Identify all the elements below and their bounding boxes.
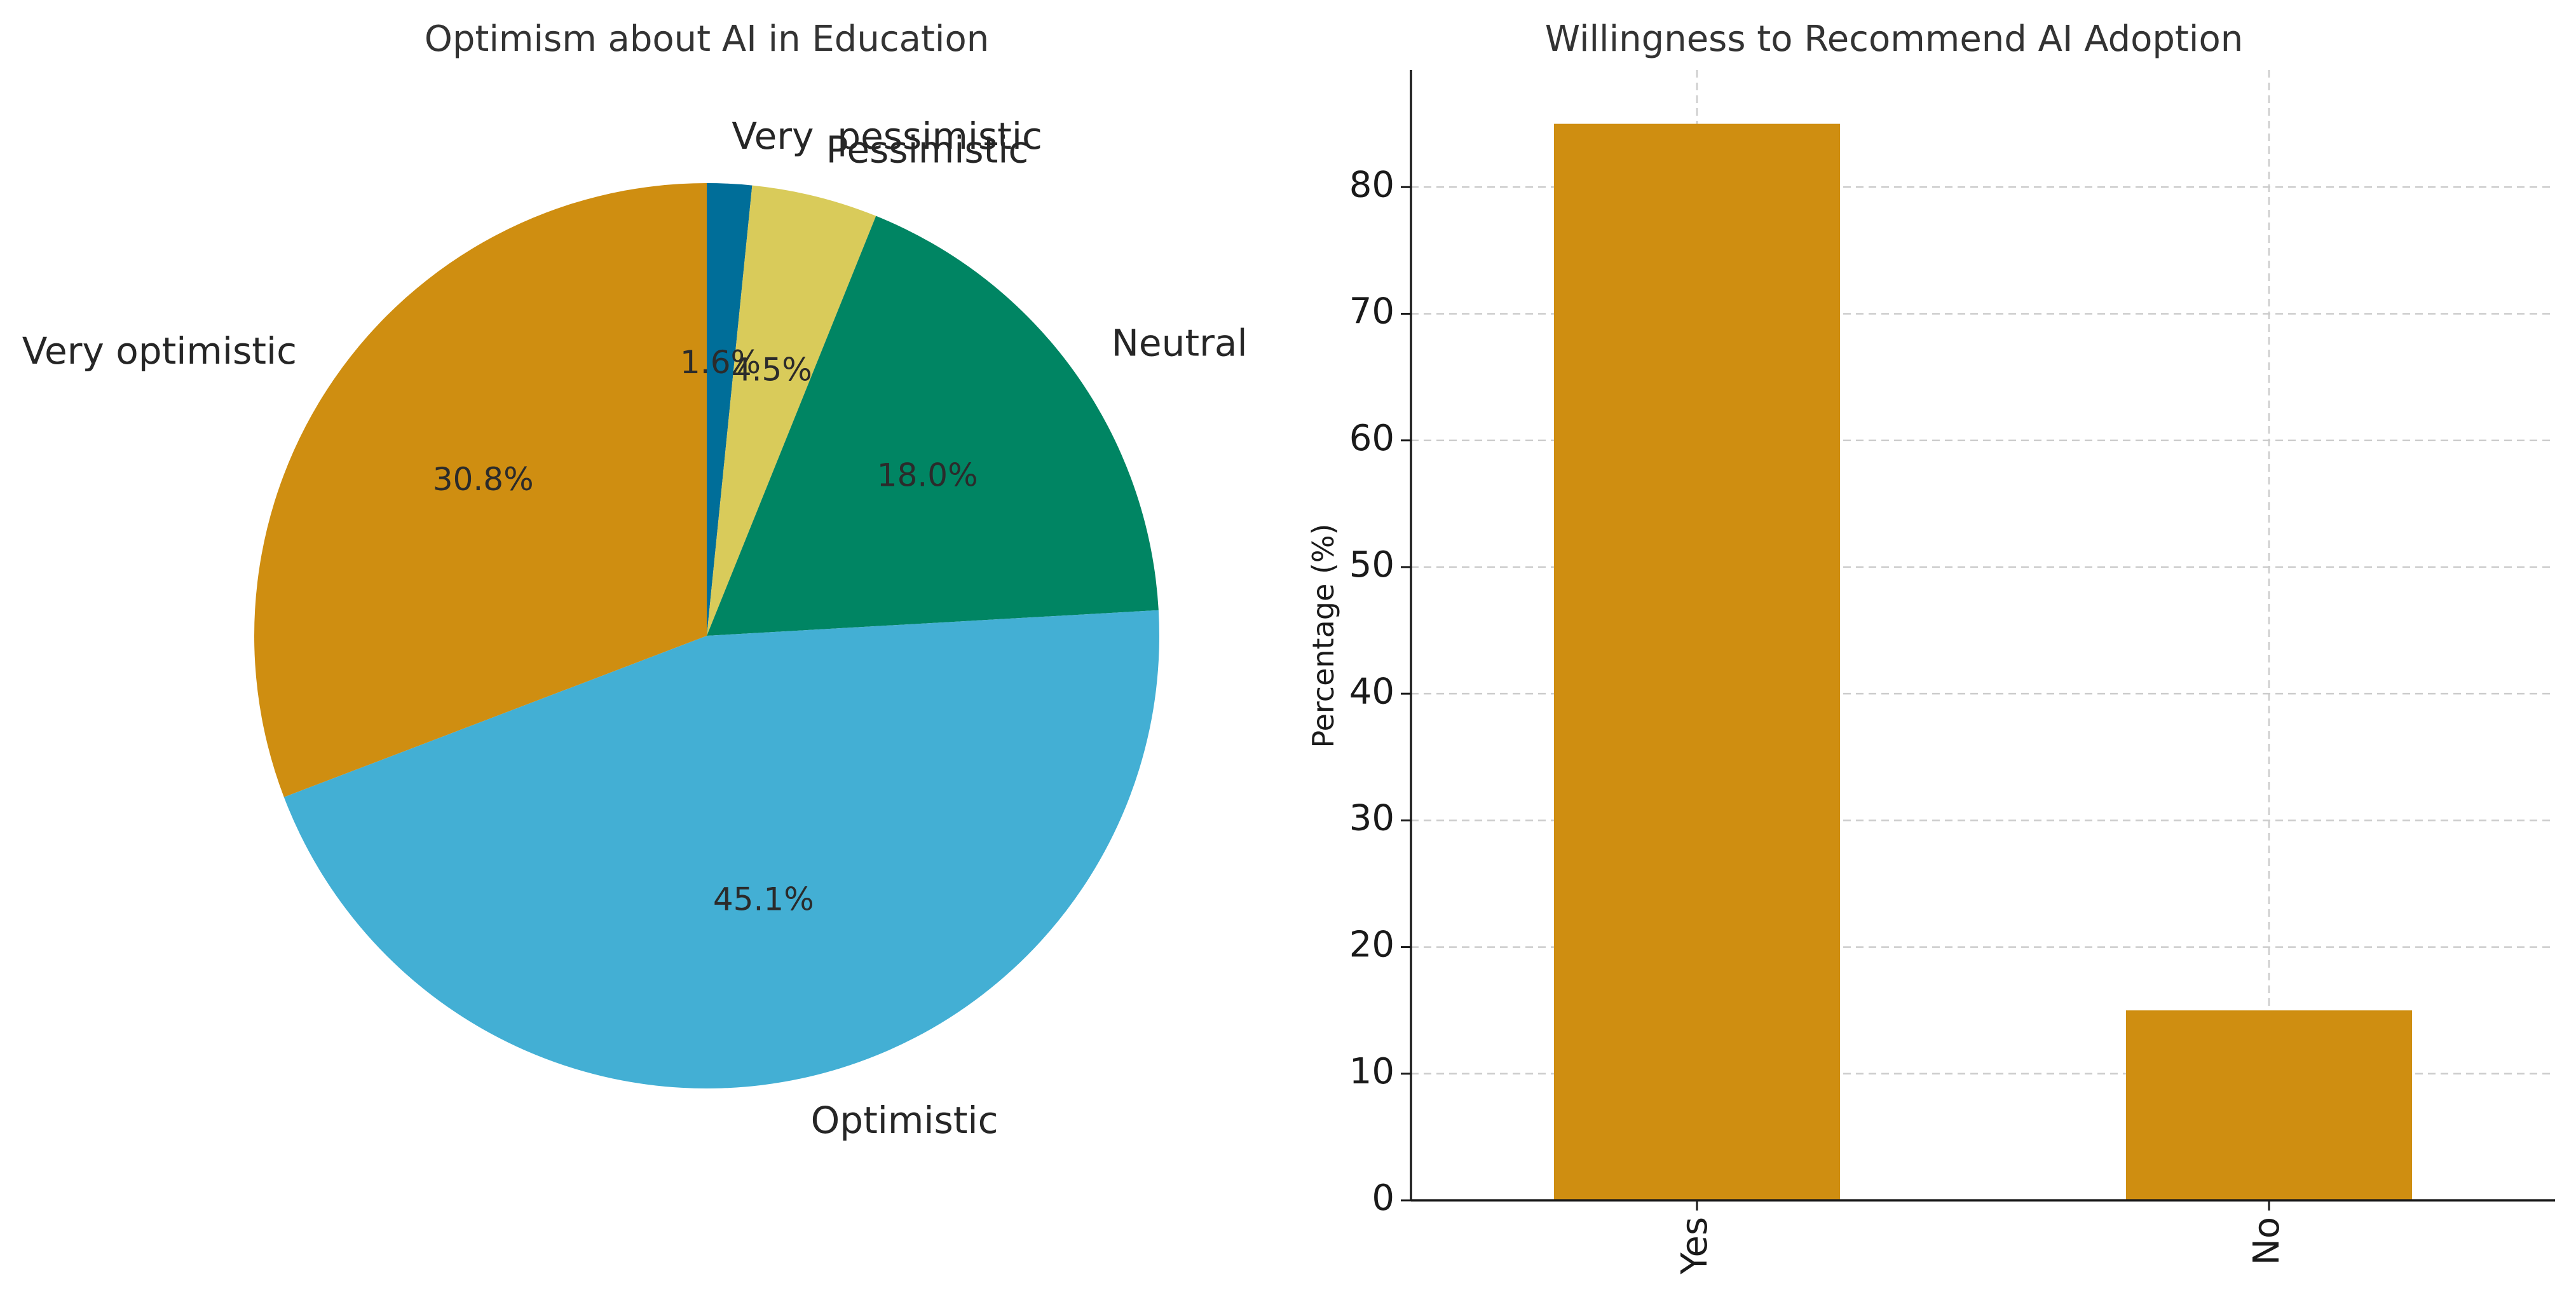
pie-pct-neutral: 18.0% (877, 457, 978, 494)
y-tick-label: 0 (1372, 1177, 1394, 1219)
pie-pct-optimistic: 45.1% (713, 881, 814, 917)
x-axis-ticks: Yes No (1674, 1200, 2287, 1275)
y-tick-label: 60 (1349, 418, 1394, 459)
y-tick-label: 10 (1349, 1051, 1394, 1092)
pie-slice-optimistic (283, 610, 1159, 1088)
x-tick-label-yes: Yes (1674, 1217, 1715, 1275)
pie-pct-pessimistic: 4.5% (732, 352, 812, 388)
pie-slice-very-optimistic (254, 183, 707, 797)
pie-slice-very-pessimistic (707, 183, 753, 636)
x-tick-label-no: No (2246, 1217, 2287, 1265)
bar-yes (1554, 123, 1840, 1201)
y-tick-label: 20 (1349, 924, 1394, 966)
pie-chart-title: Optimism about AI in Education (425, 18, 989, 60)
pie-label-pessimistic: Pessimistic (826, 128, 1029, 172)
y-tick-label: 70 (1349, 291, 1394, 333)
y-tick-label: 30 (1349, 797, 1394, 839)
y-axis-ticks: 0 10 20 30 40 50 60 70 80 (1349, 164, 1411, 1219)
bar-chart-bars (1554, 123, 2412, 1201)
y-tick-label: 50 (1349, 544, 1394, 586)
pie-slice-neutral (707, 216, 1159, 636)
pie-percentage-labels: 1.6%4.5% 18.0% 45.1% 30.8% (433, 344, 978, 918)
pie-pct-very-pessimistic: 1.6% (680, 344, 761, 381)
y-tick-label: 40 (1349, 671, 1394, 712)
pie-label-optimistic: Optimistic (811, 1099, 998, 1142)
bar-chart-title: Willingness to Recommend AI Adoption (1545, 18, 2243, 60)
y-axis-label: Percentage (%) (1306, 524, 1340, 748)
pie-slices (254, 183, 1159, 1088)
bar-no (2126, 1010, 2412, 1200)
pie-label-very-pessimistic: Very pessimistic (732, 114, 1042, 158)
y-tick-label: 80 (1349, 164, 1394, 205)
pie-label-very-optimistic: Very optimistic (22, 329, 297, 373)
pie-pct-very-optimistic: 30.8% (433, 461, 534, 498)
bar-chart-panel: Willingness to Recommend AI Adoption 0 10… (1306, 18, 2555, 1275)
pie-chart-panel: Optimism about AI in Education Very pess… (22, 18, 1248, 1142)
pie-slice-pessimistic (707, 185, 876, 636)
pie-label-neutral: Neutral (1112, 322, 1248, 365)
